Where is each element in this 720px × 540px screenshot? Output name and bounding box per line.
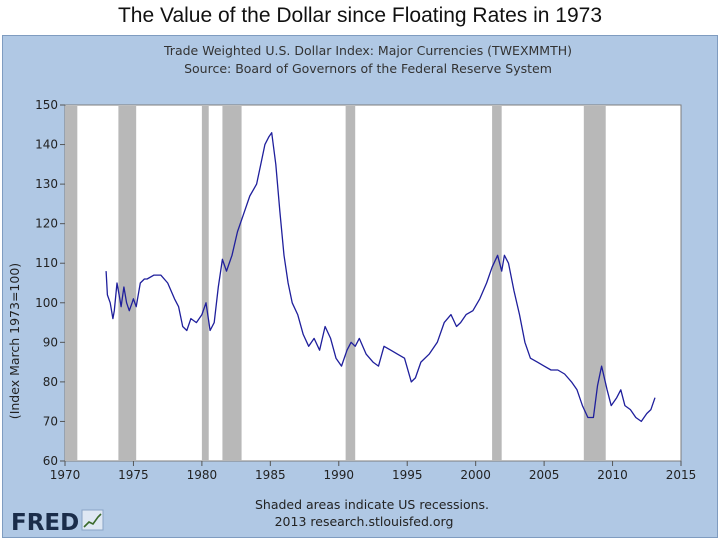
y-tick-label-6: 120 xyxy=(35,217,58,231)
y-axis-label: (Index March 1973=100) xyxy=(7,263,22,419)
x-tick-label-6: 2000 xyxy=(460,468,491,482)
footer-recession-note: Shaded areas indicate US recessions. xyxy=(255,497,489,512)
y-tick-label-1: 70 xyxy=(43,414,58,428)
y-tick-label-3: 90 xyxy=(43,335,58,349)
x-tick-label-3: 1985 xyxy=(255,468,286,482)
y-tick-label-4: 100 xyxy=(35,296,58,310)
fred-chart: Trade Weighted U.S. Dollar Index: Major … xyxy=(7,43,697,536)
recession-band-1 xyxy=(118,106,137,461)
y-tick-label-8: 140 xyxy=(35,138,58,152)
series-line-twexmmth xyxy=(105,132,656,423)
recession-band-3 xyxy=(222,106,242,461)
y-tick-label-2: 80 xyxy=(43,375,58,389)
x-tick-label-1: 1975 xyxy=(118,468,149,482)
recession-band-0 xyxy=(65,106,78,461)
fred-logo: FRED xyxy=(11,509,104,536)
x-tick-label-2: 1980 xyxy=(187,468,218,482)
chart-subtitle: Source: Board of Governors of the Federa… xyxy=(184,61,552,76)
x-tick-labels: 1970 1975 1980 1985 1990 1995 2000 2005 2010 2015 xyxy=(50,468,697,482)
x-tick-label-7: 2005 xyxy=(529,468,560,482)
x-tick-label-8: 2010 xyxy=(597,468,628,482)
y-tick-labels: 60 70 80 90 100 110 120 130 140 150 xyxy=(35,98,58,468)
fred-logo-text: FRED xyxy=(11,510,79,536)
recession-band-4 xyxy=(345,106,356,461)
recession-band-5 xyxy=(492,106,502,461)
y-tick-label-7: 130 xyxy=(35,177,58,191)
y-tick-label-0: 60 xyxy=(43,454,58,468)
slide-title: The Value of the Dollar since Floating R… xyxy=(117,4,603,27)
chart-frame: Trade Weighted U.S. Dollar Index: Major … xyxy=(2,35,718,538)
x-tick-label-5: 1995 xyxy=(392,468,423,482)
x-tick-label-0: 1970 xyxy=(50,468,81,482)
y-tick-label-5: 110 xyxy=(35,256,58,270)
fred-graph-icon xyxy=(81,509,104,531)
x-tick-label-9: 2015 xyxy=(666,468,697,482)
x-tick-label-4: 1990 xyxy=(324,468,355,482)
tick-marks xyxy=(60,104,682,466)
chart-title: Trade Weighted U.S. Dollar Index: Major … xyxy=(163,43,572,58)
recession-band-2 xyxy=(201,106,209,461)
footer-source-url: 2013 research.stlouisfed.org xyxy=(275,514,454,529)
y-tick-label-9: 150 xyxy=(35,98,58,112)
